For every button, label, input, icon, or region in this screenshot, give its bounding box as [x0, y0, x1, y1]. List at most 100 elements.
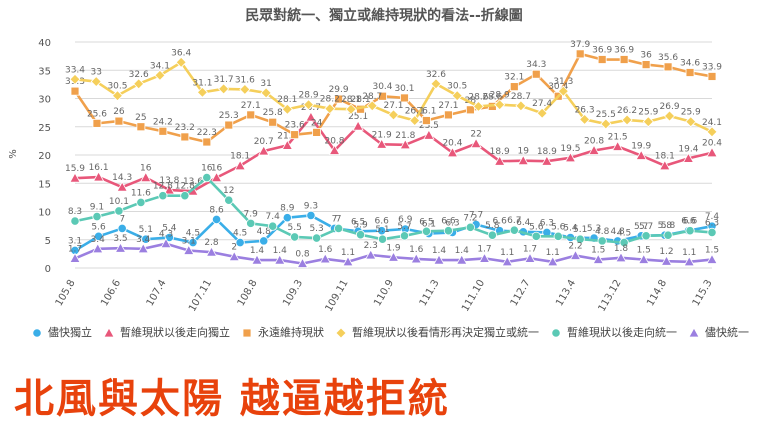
data-point [619, 55, 629, 64]
data-point [352, 120, 364, 131]
data-point [509, 82, 519, 92]
data-point [305, 111, 317, 122]
data-point [641, 60, 651, 69]
data-point [246, 110, 256, 120]
data-label: 5.7 [634, 222, 648, 232]
legend: 儘快獨立 暫維現狀以後走向獨立 永遠維持現狀 暫維現狀以後看情形再決定獨立或統一 暫維現… [30, 322, 760, 348]
data-point [621, 114, 633, 126]
data-label: 15.9 [65, 164, 85, 174]
data-label: 6.5 [351, 217, 365, 227]
data-label: 7.9 [244, 209, 259, 219]
data-point [409, 114, 421, 127]
data-label: 25.5 [596, 110, 616, 120]
data-point [487, 230, 497, 240]
data-label: 3.4 [136, 235, 151, 245]
data-point [399, 231, 410, 241]
data-label: 34.1 [150, 61, 170, 71]
data-label: 27.1 [241, 101, 261, 111]
data-point [451, 90, 463, 102]
data-label: 9.3 [304, 201, 318, 211]
data-label: 1.4 [455, 246, 470, 256]
data-point [707, 227, 717, 238]
data-label: 22 [470, 130, 481, 140]
data-label: 1.4 [250, 246, 265, 256]
data-label: 30.4 [548, 82, 568, 92]
x-axis-ticks: 105.8 106.6 107.4 107.11 108.8 109.3 109.11 110… [54, 278, 715, 314]
data-label: 7 [336, 214, 342, 224]
data-label: 6.1 [422, 220, 436, 230]
x-tick-label: 111.3 [418, 278, 442, 308]
data-point [465, 222, 475, 232]
data-label: 5.7 [639, 222, 653, 232]
series-1: 15.9 16.114.3 16 13.8 13.6 16 18.1 20.721.7 26.7… [65, 103, 722, 196]
data-point [706, 126, 718, 138]
data-label: 19.9 [631, 142, 651, 152]
data-label: 7.2 [463, 213, 477, 223]
data-point [663, 62, 673, 72]
y-tick-label: 5 [45, 236, 51, 247]
data-label: 28.7 [362, 92, 382, 102]
data-point [443, 226, 454, 236]
data-label: 30.4 [372, 82, 392, 92]
data-point [70, 86, 80, 96]
data-label: 5.6 [91, 222, 106, 232]
data-label: 28.9 [299, 91, 319, 101]
data-label: 7.4 [705, 212, 720, 222]
data-point [246, 218, 256, 228]
data-point [547, 255, 559, 267]
data-label: 23.6 [285, 121, 305, 131]
data-label: 18.9 [537, 147, 557, 157]
data-point [136, 197, 146, 208]
data-label: 7.4 [266, 212, 281, 222]
data-point [365, 249, 377, 260]
data-label: 2.3 [364, 241, 378, 251]
data-point [597, 55, 607, 64]
data-label: 5.8 [661, 221, 676, 231]
data-label: 1.6 [409, 245, 424, 255]
data-label: 16 [140, 164, 152, 174]
y-tick-label: 20 [38, 151, 51, 162]
data-label: 10.1 [109, 197, 129, 207]
data-point [260, 87, 272, 99]
data-point [274, 254, 286, 265]
data-point [597, 236, 607, 246]
data-label: 13.8 [159, 176, 179, 186]
data-label: 1.2 [659, 247, 673, 257]
data-point [592, 253, 604, 264]
data-point [281, 103, 293, 115]
data-label: 8.9 [280, 204, 295, 214]
data-label: 1.7 [523, 244, 537, 254]
data-label: 28.6 [468, 92, 488, 102]
data-point [93, 231, 104, 241]
legend-item: 暫維現狀以後走向統一 [549, 322, 677, 344]
data-label: 1.1 [341, 248, 355, 258]
data-point [564, 152, 577, 163]
data-point [642, 116, 654, 128]
data-label: 16 [211, 164, 223, 174]
data-point [224, 195, 234, 205]
data-point [531, 69, 541, 79]
data-label: 6.6 [681, 217, 696, 227]
data-label: 1.5 [705, 246, 719, 256]
legend-label: 暫維現狀以後走向統一 [567, 326, 677, 339]
data-point [114, 116, 124, 126]
data-label: 27.1 [438, 101, 458, 111]
y-axis-label: % [8, 149, 19, 159]
data-point [517, 154, 529, 166]
data-label: 5.8 [485, 221, 500, 231]
data-point [531, 231, 541, 241]
legend-marker [32, 328, 42, 338]
data-label: 26.2 [617, 106, 637, 116]
data-label: 20.7 [254, 137, 274, 147]
data-point [114, 242, 127, 253]
data-label: 7 [119, 214, 125, 224]
data-point [92, 118, 102, 128]
x-tick-label: 105.8 [54, 278, 78, 308]
data-point [553, 231, 563, 241]
data-point [509, 225, 519, 235]
series-line [73, 52, 713, 144]
data-label: 1.1 [500, 248, 514, 258]
data-label: 12.8 [153, 182, 173, 192]
